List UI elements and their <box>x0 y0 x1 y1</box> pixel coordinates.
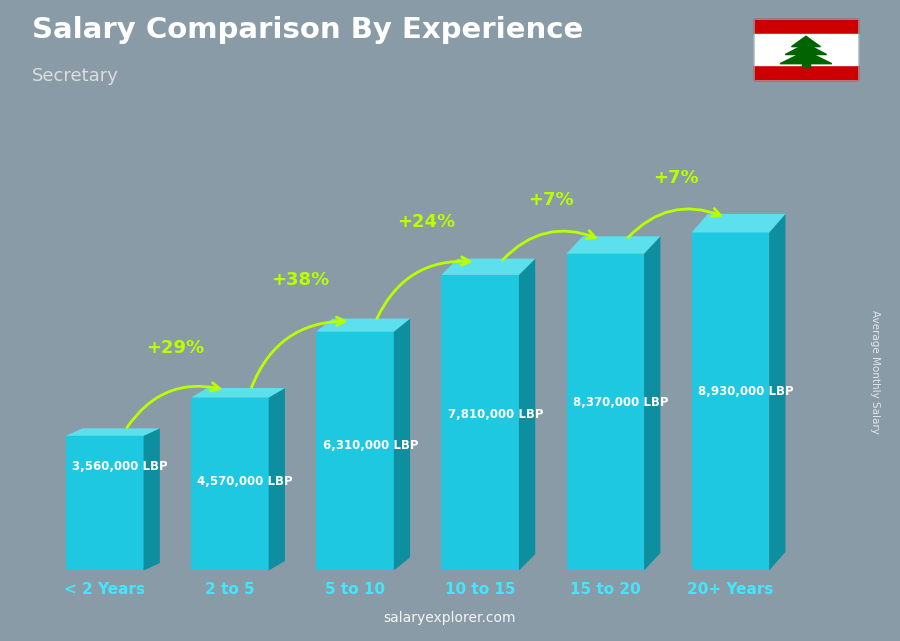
Text: 8,370,000 LBP: 8,370,000 LBP <box>572 396 669 409</box>
Polygon shape <box>316 331 394 570</box>
Polygon shape <box>644 237 661 570</box>
Bar <box>802 62 810 67</box>
Polygon shape <box>441 275 519 570</box>
Text: 3,560,000 LBP: 3,560,000 LBP <box>72 460 168 473</box>
Text: +7%: +7% <box>653 169 698 187</box>
Text: salaryexplorer.com: salaryexplorer.com <box>383 611 517 625</box>
Polygon shape <box>519 258 536 570</box>
Polygon shape <box>770 214 786 570</box>
Text: +29%: +29% <box>147 339 204 357</box>
Text: 7,810,000 LBP: 7,810,000 LBP <box>447 408 543 421</box>
Bar <box>754 35 858 65</box>
Polygon shape <box>566 254 644 570</box>
Text: Salary Comparison By Experience: Salary Comparison By Experience <box>32 16 583 44</box>
Polygon shape <box>791 37 821 47</box>
Polygon shape <box>441 258 536 275</box>
Polygon shape <box>144 428 160 570</box>
Polygon shape <box>394 319 410 570</box>
Text: +24%: +24% <box>397 213 454 231</box>
Text: Secretary: Secretary <box>32 67 119 85</box>
Polygon shape <box>780 51 832 63</box>
Text: +38%: +38% <box>272 271 329 289</box>
Polygon shape <box>191 397 269 570</box>
Polygon shape <box>316 319 410 331</box>
Bar <box>754 65 858 80</box>
Polygon shape <box>269 388 285 570</box>
Polygon shape <box>66 436 144 570</box>
Bar <box>754 19 858 35</box>
Text: Average Monthly Salary: Average Monthly Salary <box>869 310 880 434</box>
Text: +7%: +7% <box>528 191 573 209</box>
Text: 6,310,000 LBP: 6,310,000 LBP <box>322 439 418 452</box>
Polygon shape <box>691 214 786 233</box>
Polygon shape <box>785 44 826 54</box>
Polygon shape <box>691 233 770 570</box>
Polygon shape <box>566 237 661 254</box>
Text: 8,930,000 LBP: 8,930,000 LBP <box>698 385 794 397</box>
Polygon shape <box>66 428 160 436</box>
Text: 4,570,000 LBP: 4,570,000 LBP <box>197 476 293 488</box>
Polygon shape <box>191 388 285 397</box>
